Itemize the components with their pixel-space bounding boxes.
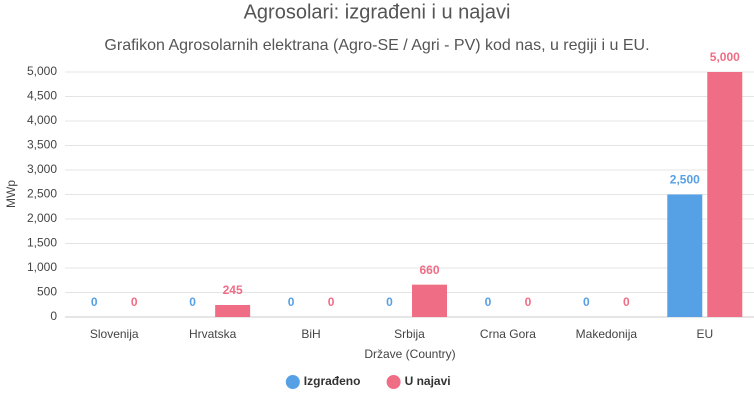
legend-marker	[285, 375, 300, 389]
bar	[215, 304, 251, 317]
bar	[707, 72, 743, 317]
legend-label: U najavi	[405, 374, 451, 388]
y-axis-label: MWp	[4, 180, 18, 208]
x-tick-label: EU	[696, 327, 713, 341]
x-tick-label: Hrvatska	[189, 327, 237, 341]
x-tick-label: Slovenija	[90, 327, 139, 341]
y-tick-label: 1,500	[27, 236, 57, 250]
chart-title: Agrosolari: izgrađeni i u najavi	[244, 1, 511, 23]
y-tick-label: 3,000	[27, 162, 57, 176]
legend-marker	[386, 375, 401, 389]
value-label: 0	[328, 295, 335, 309]
y-tick-label: 4,500	[27, 89, 57, 103]
y-tick-label: 4,000	[27, 113, 57, 127]
value-label: 0	[583, 295, 590, 309]
x-tick-label: Crna Gora	[480, 327, 536, 341]
value-label: 2,500	[670, 173, 700, 187]
x-axis-label: Države (Country)	[364, 347, 455, 361]
value-label: 0	[131, 295, 138, 309]
value-label: 0	[91, 295, 98, 309]
value-label: 0	[485, 295, 492, 309]
x-tick-label: Srbija	[394, 327, 425, 341]
y-tick-label: 2,500	[27, 187, 57, 201]
bar	[412, 284, 447, 317]
x-tick-label: BiH	[301, 327, 320, 341]
value-label: 0	[189, 295, 196, 309]
value-label: 0	[525, 295, 532, 309]
y-tick-label: 0	[50, 309, 57, 323]
value-label: 0	[386, 295, 393, 309]
value-label: 660	[419, 263, 439, 277]
y-tick-label: 500	[37, 285, 57, 299]
value-label: 245	[223, 283, 243, 297]
value-label: 5,000	[710, 50, 740, 64]
value-label: 0	[288, 295, 295, 309]
legend-label: Izgrađeno	[304, 374, 361, 388]
y-tick-label: 2,000	[27, 211, 57, 225]
bar	[667, 194, 703, 317]
value-label: 0	[623, 295, 630, 309]
y-tick-label: 5,000	[27, 64, 57, 78]
y-tick-label: 1,000	[27, 260, 57, 274]
y-tick-label: 3,500	[27, 138, 57, 152]
x-tick-label: Makedonija	[576, 327, 638, 341]
chart-subtitle: Grafikon Agrosolarnih elektrana (Agro-SE…	[104, 37, 649, 54]
